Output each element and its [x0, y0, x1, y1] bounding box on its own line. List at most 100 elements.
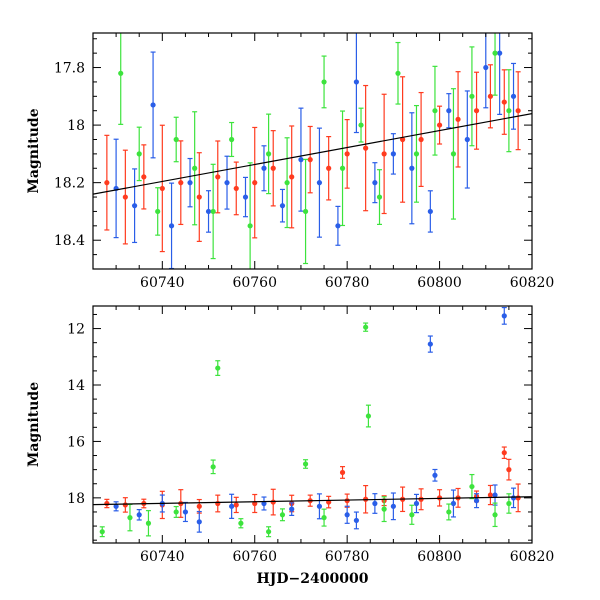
bottom-y-axis: 12 14 16 18	[67, 313, 532, 541]
bottom-point	[344, 505, 350, 524]
top-point	[376, 169, 383, 226]
top-frame	[92, 32, 533, 270]
top-point	[205, 190, 212, 233]
bottom-series-1	[104, 446, 521, 520]
chart-top: 60740 60760 60780 60800 60820 17.8 18 18.2 18.4 M…	[26, 32, 554, 291]
top-point	[261, 145, 267, 192]
top-y-axis-label: Magnitude	[26, 108, 42, 193]
bottom-y-tick-label: 18	[67, 491, 85, 507]
bottom-point	[229, 493, 235, 519]
top-point	[395, 41, 401, 105]
top-point	[483, 33, 489, 109]
top-point	[233, 161, 239, 216]
bottom-x-tick-label: 60820	[510, 549, 555, 565]
top-point	[363, 84, 369, 212]
bottom-point	[339, 466, 346, 479]
bottom-point	[316, 493, 323, 520]
top-series-2	[113, 33, 517, 269]
top-point	[104, 134, 110, 231]
bottom-point	[344, 493, 350, 508]
bottom-x-tick-label: 60780	[325, 549, 370, 565]
bottom-plot-area	[93, 306, 532, 538]
chart-bottom: 60740 60760 60780 60800 60820 12 14 16 18 Magnitu…	[26, 305, 555, 587]
bottom-point	[196, 498, 202, 514]
top-point	[497, 33, 503, 115]
top-point	[302, 158, 309, 265]
top-point	[515, 71, 521, 151]
bottom-point	[501, 446, 507, 459]
bottom-point	[127, 503, 133, 532]
top-point	[390, 133, 396, 175]
bottom-point	[390, 492, 396, 521]
bottom-point	[210, 459, 216, 475]
bottom-point	[233, 496, 239, 514]
bottom-x-axis-label: HJD−2400000	[257, 571, 369, 587]
top-point	[252, 126, 258, 239]
bottom-point	[279, 508, 286, 522]
top-trend-line	[93, 112, 532, 195]
bottom-point	[196, 510, 202, 533]
top-point	[284, 137, 290, 229]
bottom-point	[145, 510, 152, 537]
top-x-tick-label: 60760	[232, 275, 277, 291]
top-point	[321, 55, 327, 109]
bottom-series-3	[99, 322, 512, 538]
top-point	[339, 110, 346, 227]
bottom-point	[104, 498, 110, 509]
top-x-axis: 60740 60760 60780 60800 60820	[92, 33, 554, 291]
top-y-tick-label: 18.4	[54, 233, 85, 249]
top-point	[307, 125, 313, 194]
top-point	[506, 69, 512, 153]
top-y-tick-label: 18.2	[54, 176, 85, 192]
bottom-point	[215, 360, 221, 377]
bottom-point	[99, 526, 105, 538]
top-point	[400, 76, 406, 203]
top-point	[141, 144, 147, 210]
top-point	[187, 157, 193, 208]
bottom-point	[302, 459, 309, 469]
bottom-point	[365, 404, 372, 428]
top-point	[242, 176, 249, 218]
bottom-point	[182, 501, 189, 523]
top-point	[122, 149, 128, 245]
top-x-tick-label: 60780	[325, 275, 370, 291]
top-point	[270, 130, 276, 207]
top-point	[159, 124, 165, 253]
bottom-point	[432, 468, 438, 482]
bottom-y-tick-label: 16	[67, 434, 85, 450]
top-point	[446, 93, 452, 129]
bottom-point	[289, 502, 295, 517]
bottom-point	[469, 473, 475, 500]
top-point	[427, 190, 433, 233]
bottom-point	[266, 526, 272, 538]
top-series-1	[104, 64, 521, 253]
bottom-point	[215, 494, 221, 513]
bottom-point	[113, 501, 119, 512]
bottom-trend-line	[93, 496, 532, 506]
top-x-tick-label: 60800	[417, 275, 462, 291]
top-point	[510, 62, 517, 130]
top-series-3	[118, 33, 512, 269]
bottom-point	[506, 458, 512, 481]
top-point	[436, 105, 443, 145]
top-point	[155, 187, 161, 236]
bottom-point	[363, 322, 369, 332]
top-point	[344, 119, 350, 189]
top-y-tick-label: 18	[67, 118, 85, 134]
top-point	[173, 116, 179, 163]
bottom-point	[136, 508, 142, 521]
top-point	[413, 104, 420, 203]
top-y-tick-label: 17.8	[54, 61, 85, 77]
top-point	[289, 125, 295, 229]
top-y-axis: 17.8 18 18.2 18.4	[54, 38, 532, 270]
top-point	[192, 111, 198, 226]
bottom-point	[252, 493, 258, 514]
bottom-point	[450, 489, 457, 518]
bottom-point	[261, 496, 267, 511]
bottom-frame	[92, 305, 533, 544]
top-point	[469, 46, 475, 147]
bottom-point	[492, 502, 498, 528]
top-point	[464, 90, 470, 189]
bottom-point	[372, 493, 378, 514]
